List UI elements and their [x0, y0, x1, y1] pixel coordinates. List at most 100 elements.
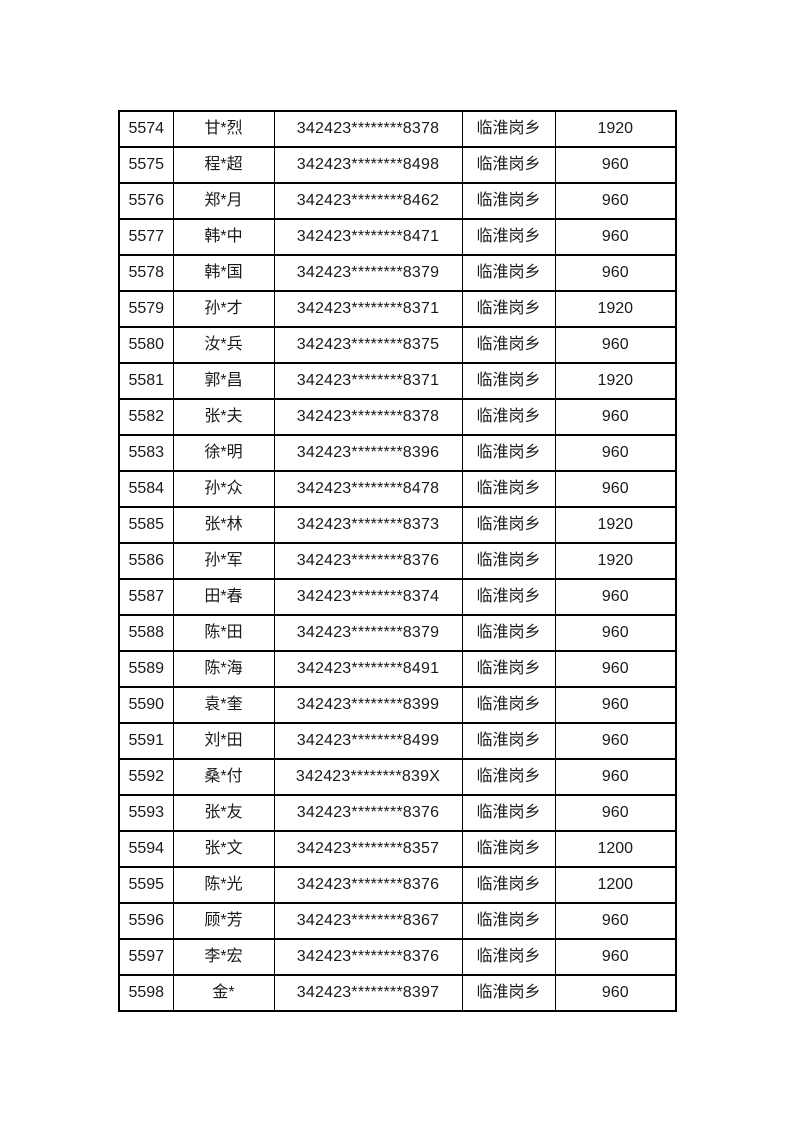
- cell-person-name: 袁*奎: [172, 686, 275, 724]
- cell-serial-number: 5595: [118, 866, 174, 904]
- cell-serial-number: 5596: [118, 902, 174, 940]
- cell-amount: 1200: [554, 830, 677, 868]
- cell-person-name: 田*春: [172, 578, 275, 616]
- cell-township: 临淮岗乡: [461, 866, 556, 904]
- cell-id-number: 342423********8374: [273, 578, 463, 616]
- cell-id-number: 342423********8379: [273, 614, 463, 652]
- cell-serial-number: 5593: [118, 794, 174, 832]
- cell-id-number: 342423********8399: [273, 686, 463, 724]
- cell-amount: 960: [554, 938, 677, 976]
- cell-amount: 960: [554, 254, 677, 292]
- table-row: 5590 袁*奎 342423********8399 临淮岗乡 960: [118, 686, 677, 724]
- table-row: 5595 陈*光 342423********8376 临淮岗乡 1200: [118, 866, 677, 904]
- cell-serial-number: 5592: [118, 758, 174, 796]
- cell-person-name: 韩*中: [172, 218, 275, 256]
- cell-amount: 960: [554, 326, 677, 364]
- cell-person-name: 陈*光: [172, 866, 275, 904]
- table-row: 5587 田*春 342423********8374 临淮岗乡 960: [118, 578, 677, 616]
- cell-serial-number: 5583: [118, 434, 174, 472]
- cell-amount: 960: [554, 218, 677, 256]
- cell-person-name: 金*: [172, 974, 275, 1012]
- cell-township: 临淮岗乡: [461, 794, 556, 832]
- cell-serial-number: 5574: [118, 110, 174, 148]
- cell-amount: 960: [554, 758, 677, 796]
- cell-id-number: 342423********8357: [273, 830, 463, 868]
- cell-id-number: 342423********8491: [273, 650, 463, 688]
- cell-id-number: 342423********8378: [273, 110, 463, 148]
- cell-amount: 960: [554, 974, 677, 1012]
- cell-township: 临淮岗乡: [461, 938, 556, 976]
- cell-id-number: 342423********8478: [273, 470, 463, 508]
- cell-amount: 960: [554, 182, 677, 220]
- cell-person-name: 韩*国: [172, 254, 275, 292]
- cell-township: 临淮岗乡: [461, 830, 556, 868]
- cell-amount: 960: [554, 434, 677, 472]
- cell-township: 临淮岗乡: [461, 578, 556, 616]
- cell-township: 临淮岗乡: [461, 686, 556, 724]
- cell-serial-number: 5577: [118, 218, 174, 256]
- cell-township: 临淮岗乡: [461, 902, 556, 940]
- cell-serial-number: 5586: [118, 542, 174, 580]
- cell-township: 临淮岗乡: [461, 326, 556, 364]
- table-row: 5591 刘*田 342423********8499 临淮岗乡 960: [118, 722, 677, 760]
- cell-id-number: 342423********8376: [273, 542, 463, 580]
- cell-serial-number: 5581: [118, 362, 174, 400]
- cell-township: 临淮岗乡: [461, 398, 556, 436]
- table-row: 5581 郭*昌 342423********8371 临淮岗乡 1920: [118, 362, 677, 400]
- cell-amount: 960: [554, 398, 677, 436]
- table-row: 5574 甘*烈 342423********8378 临淮岗乡 1920: [118, 110, 677, 148]
- cell-person-name: 顾*芳: [172, 902, 275, 940]
- cell-serial-number: 5598: [118, 974, 174, 1012]
- cell-serial-number: 5594: [118, 830, 174, 868]
- cell-id-number: 342423********8396: [273, 434, 463, 472]
- cell-serial-number: 5576: [118, 182, 174, 220]
- cell-serial-number: 5580: [118, 326, 174, 364]
- cell-serial-number: 5582: [118, 398, 174, 436]
- cell-amount: 1200: [554, 866, 677, 904]
- cell-id-number: 342423********8376: [273, 938, 463, 976]
- cell-person-name: 李*宏: [172, 938, 275, 976]
- table-row: 5584 孙*众 342423********8478 临淮岗乡 960: [118, 470, 677, 508]
- cell-person-name: 郑*月: [172, 182, 275, 220]
- cell-amount: 1920: [554, 362, 677, 400]
- cell-person-name: 郭*昌: [172, 362, 275, 400]
- cell-amount: 960: [554, 794, 677, 832]
- cell-amount: 960: [554, 722, 677, 760]
- cell-township: 临淮岗乡: [461, 542, 556, 580]
- cell-amount: 1920: [554, 110, 677, 148]
- table-row: 5592 桑*付 342423********839X 临淮岗乡 960: [118, 758, 677, 796]
- cell-id-number: 342423********8375: [273, 326, 463, 364]
- table-body: 5574 甘*烈 342423********8378 临淮岗乡 1920 55…: [118, 110, 677, 1012]
- cell-id-number: 342423********8371: [273, 290, 463, 328]
- table-row: 5596 顾*芳 342423********8367 临淮岗乡 960: [118, 902, 677, 940]
- cell-township: 临淮岗乡: [461, 110, 556, 148]
- cell-person-name: 陈*海: [172, 650, 275, 688]
- cell-person-name: 徐*明: [172, 434, 275, 472]
- cell-id-number: 342423********8378: [273, 398, 463, 436]
- cell-id-number: 342423********8376: [273, 794, 463, 832]
- cell-township: 临淮岗乡: [461, 290, 556, 328]
- cell-id-number: 342423********8471: [273, 218, 463, 256]
- cell-id-number: 342423********8376: [273, 866, 463, 904]
- cell-township: 临淮岗乡: [461, 434, 556, 472]
- cell-id-number: 342423********8397: [273, 974, 463, 1012]
- cell-person-name: 陈*田: [172, 614, 275, 652]
- cell-township: 临淮岗乡: [461, 506, 556, 544]
- cell-person-name: 孙*军: [172, 542, 275, 580]
- cell-amount: 1920: [554, 542, 677, 580]
- cell-township: 临淮岗乡: [461, 722, 556, 760]
- cell-township: 临淮岗乡: [461, 758, 556, 796]
- cell-serial-number: 5588: [118, 614, 174, 652]
- table-row: 5586 孙*军 342423********8376 临淮岗乡 1920: [118, 542, 677, 580]
- cell-serial-number: 5597: [118, 938, 174, 976]
- cell-serial-number: 5590: [118, 686, 174, 724]
- cell-person-name: 孙*众: [172, 470, 275, 508]
- cell-township: 临淮岗乡: [461, 254, 556, 292]
- cell-person-name: 刘*田: [172, 722, 275, 760]
- cell-person-name: 张*文: [172, 830, 275, 868]
- cell-id-number: 342423********8373: [273, 506, 463, 544]
- table-row: 5597 李*宏 342423********8376 临淮岗乡 960: [118, 938, 677, 976]
- cell-township: 临淮岗乡: [461, 182, 556, 220]
- cell-serial-number: 5575: [118, 146, 174, 184]
